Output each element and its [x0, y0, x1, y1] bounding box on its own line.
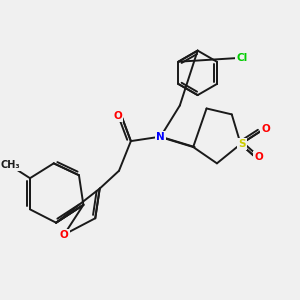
Text: S: S: [238, 139, 246, 149]
Text: N: N: [156, 132, 165, 142]
Text: O: O: [254, 152, 263, 162]
Text: O: O: [262, 124, 270, 134]
Text: Cl: Cl: [236, 53, 248, 63]
Text: CH₃: CH₃: [1, 160, 20, 170]
Text: O: O: [60, 230, 68, 240]
Text: O: O: [113, 111, 122, 121]
